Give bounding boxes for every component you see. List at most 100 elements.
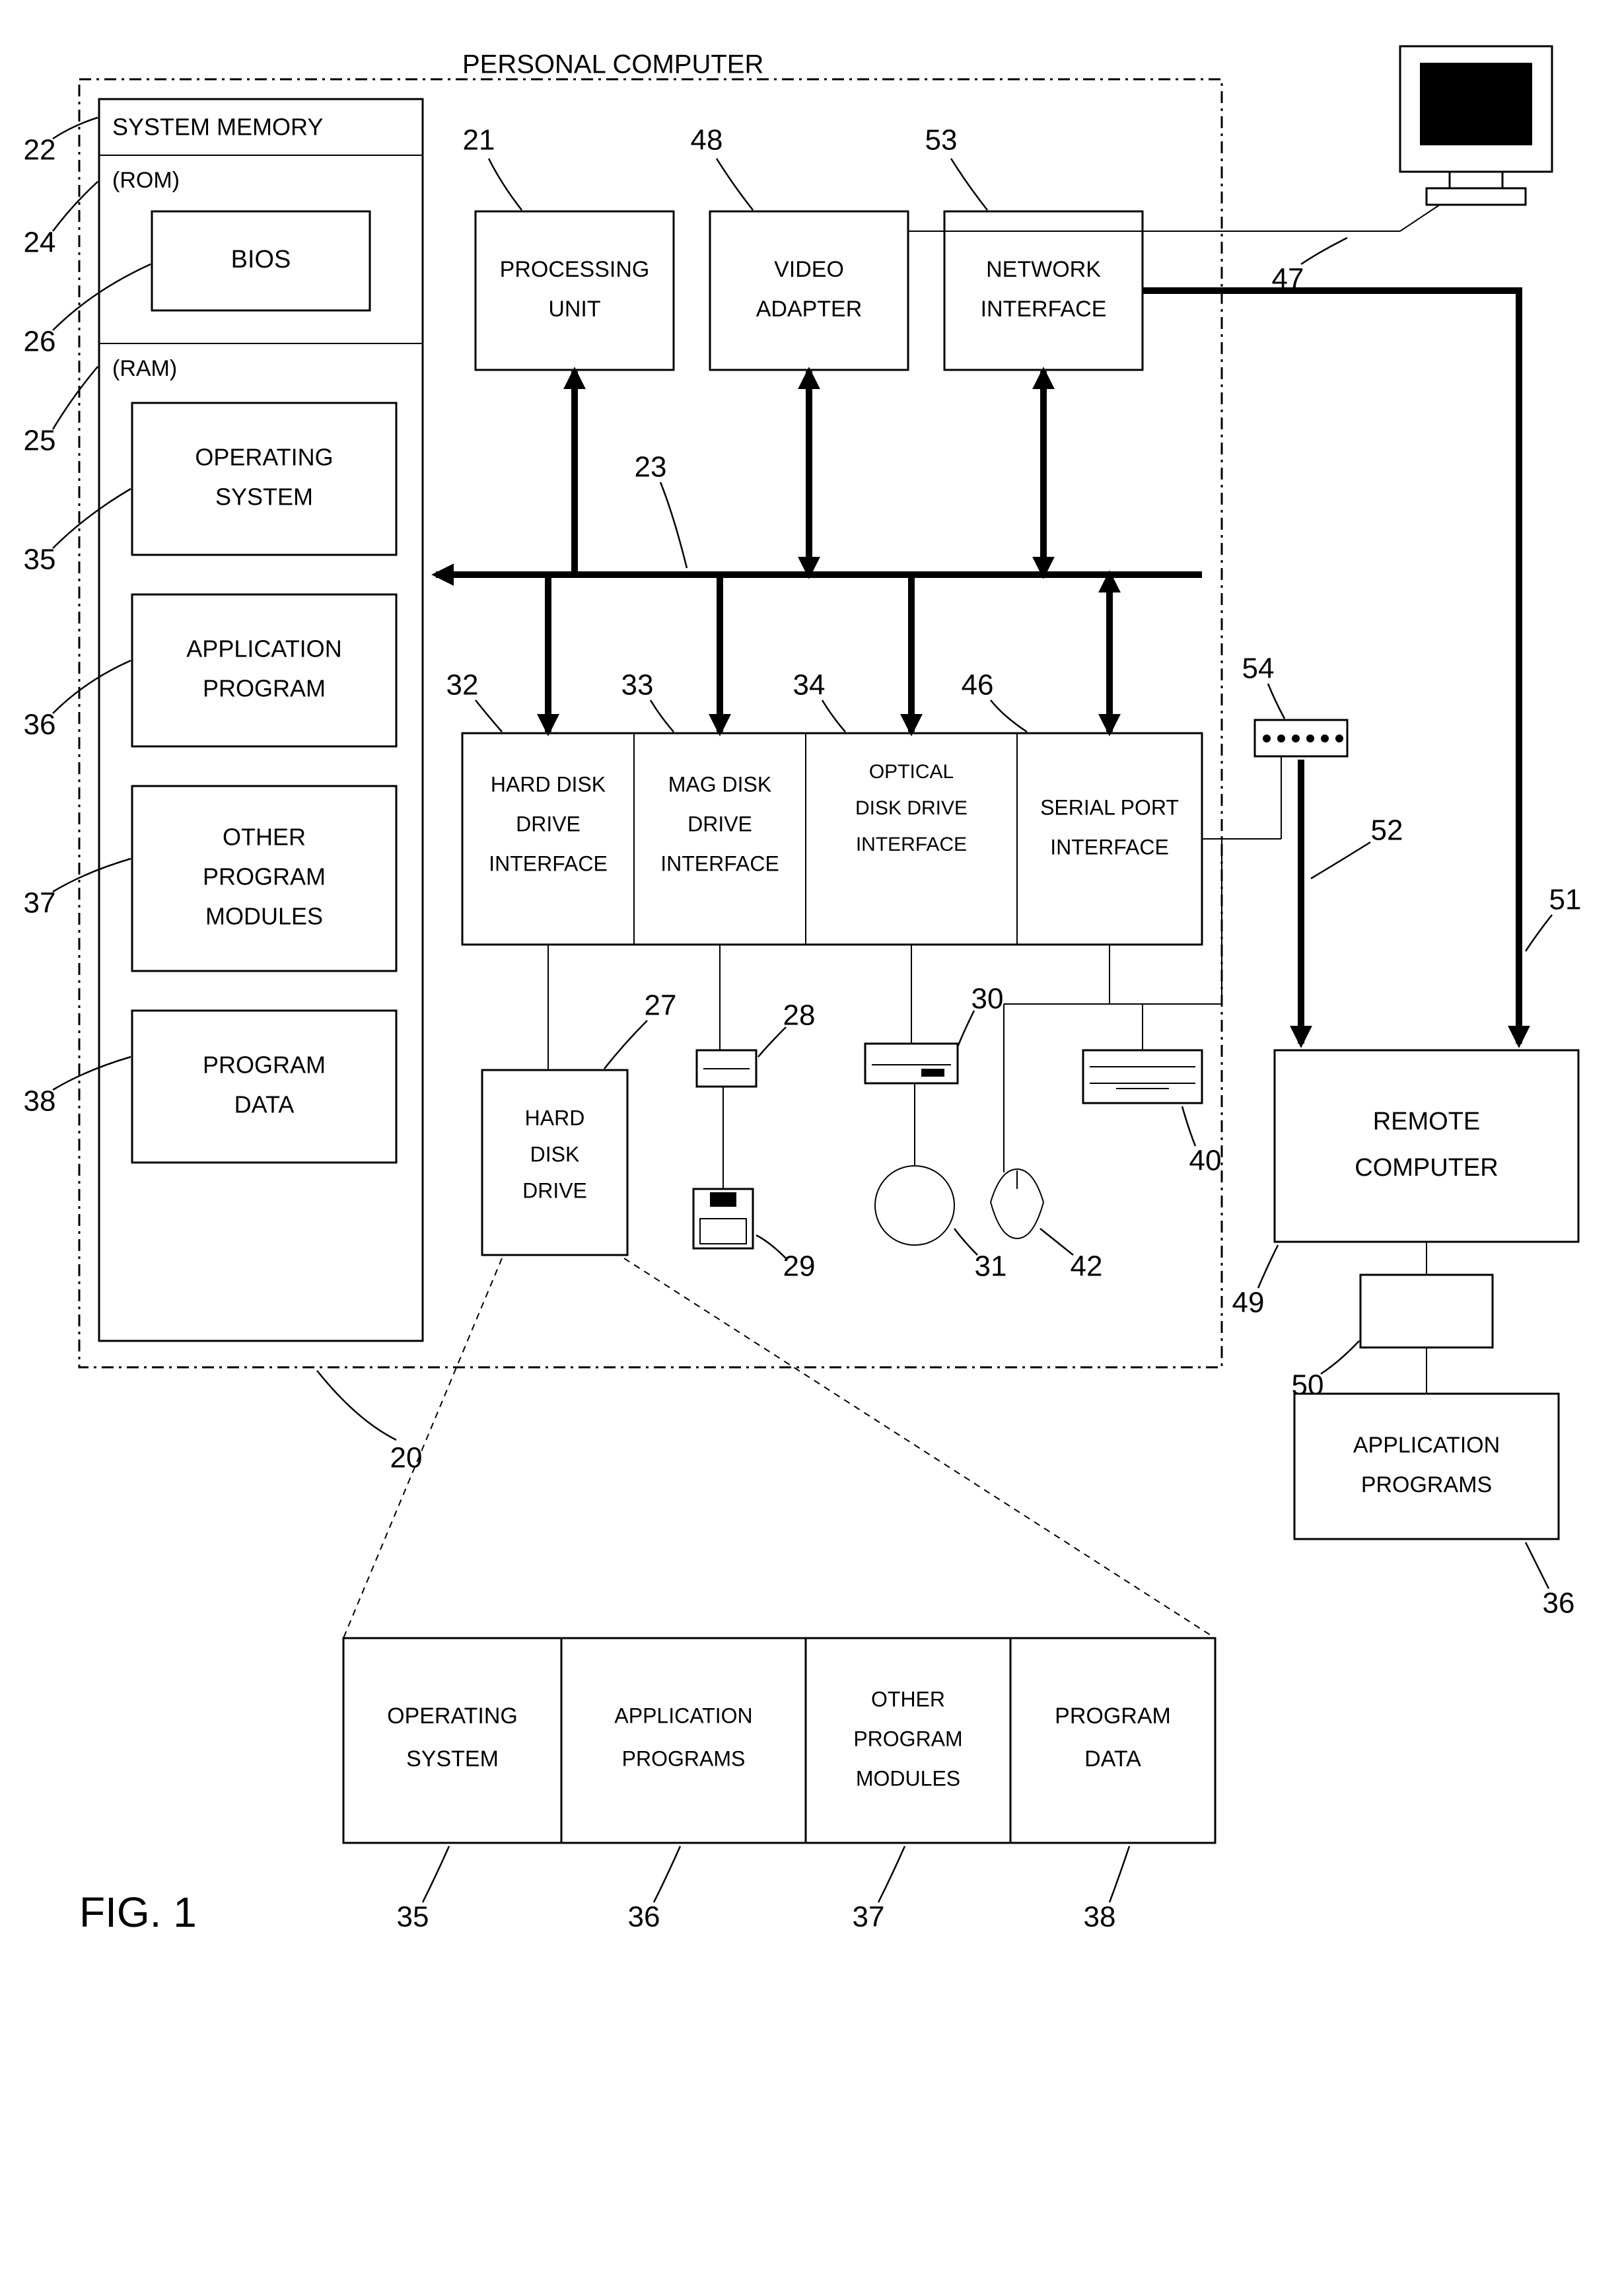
svg-text:HARD DISK: HARD DISK — [491, 772, 606, 796]
ref-35b: 35 — [397, 1901, 429, 1933]
video-box — [710, 211, 908, 370]
svg-text:HARD: HARD — [525, 1106, 585, 1130]
mem-os-l2: SYSTEM — [215, 484, 313, 511]
ref-25: 25 — [24, 425, 56, 457]
ref-53: 53 — [925, 124, 958, 157]
svg-text:APPLICATION: APPLICATION — [614, 1704, 752, 1727]
ref-27: 27 — [645, 989, 677, 1022]
svg-text:SYSTEM: SYSTEM — [406, 1746, 499, 1772]
svg-text:PROGRAM: PROGRAM — [203, 1052, 326, 1079]
ref-24: 24 — [24, 227, 56, 259]
ref-38a: 38 — [24, 1085, 56, 1118]
svg-text:COMPUTER: COMPUTER — [1355, 1154, 1498, 1182]
sysmem-label: SYSTEM MEMORY — [112, 114, 323, 141]
svg-text:DRIVE: DRIVE — [522, 1178, 587, 1202]
mouse-icon — [991, 1169, 1043, 1238]
svg-text:INTERFACE: INTERFACE — [1050, 835, 1169, 859]
cpu-box — [476, 211, 674, 370]
ref-37a: 37 — [24, 887, 56, 919]
ref-23: 23 — [635, 451, 667, 484]
svg-text:SERIAL PORT: SERIAL PORT — [1040, 795, 1179, 819]
ref-54: 54 — [1242, 653, 1275, 685]
svg-text:PROGRAM: PROGRAM — [1055, 1704, 1171, 1729]
ref-36b: 36 — [628, 1901, 660, 1933]
svg-text:MODULES: MODULES — [856, 1766, 960, 1790]
svg-text:PROGRAM: PROGRAM — [203, 863, 326, 890]
ref-30: 30 — [971, 983, 1004, 1015]
svg-text:INTERFACE: INTERFACE — [856, 834, 967, 855]
svg-text:REMOTE: REMOTE — [1373, 1108, 1481, 1135]
ref-20: 20 — [390, 1442, 423, 1474]
mag-drive-icon — [697, 1050, 756, 1087]
mem-data-box — [132, 1011, 396, 1163]
svg-text:INTERFACE: INTERFACE — [489, 851, 608, 875]
ref-48: 48 — [691, 124, 723, 157]
svg-text:OPTICAL: OPTICAL — [869, 761, 954, 783]
ref-36a: 36 — [24, 709, 56, 741]
system-memory: SYSTEM MEMORY (ROM) BIOS (RAM) OPERATING… — [99, 99, 423, 1341]
ref-36c: 36 — [1543, 1587, 1575, 1620]
optical-drive-icon — [865, 1044, 958, 1083]
svg-text:DATA: DATA — [1084, 1746, 1141, 1772]
ref-51: 51 — [1549, 884, 1582, 916]
svg-text:MAG DISK: MAG DISK — [668, 772, 771, 796]
interfaces: HARD DISK DRIVE INTERFACE MAG DISK DRIVE… — [462, 733, 1202, 945]
ref-31: 31 — [975, 1250, 1007, 1283]
svg-text:DRIVE: DRIVE — [688, 812, 752, 836]
svg-text:DATA: DATA — [234, 1091, 295, 1118]
figure-label: FIG. 1 — [79, 1888, 197, 1936]
svg-text:NETWORK: NETWORK — [986, 257, 1101, 282]
ref-29: 29 — [783, 1250, 816, 1283]
ref-32: 32 — [446, 669, 479, 701]
ref-40: 40 — [1189, 1145, 1222, 1177]
ref-22: 22 — [24, 134, 56, 166]
mem-apps-box — [132, 594, 396, 746]
mem-os-l1: OPERATING — [195, 444, 333, 471]
svg-text:VIDEO: VIDEO — [774, 257, 844, 282]
storage-breakout: OPERATING SYSTEM APPLICATION PROGRAMS OT… — [343, 1638, 1215, 1843]
bios-label: BIOS — [231, 246, 291, 273]
ref-46: 46 — [962, 669, 994, 701]
svg-text:DISK: DISK — [530, 1142, 580, 1166]
ref-26: 26 — [24, 326, 56, 358]
svg-text:PROGRAM: PROGRAM — [203, 675, 326, 702]
rom-label: (ROM) — [112, 168, 180, 193]
pc-title: PERSONAL COMPUTER — [462, 50, 763, 79]
monitor-icon — [1400, 46, 1552, 205]
ram-label: (RAM) — [112, 356, 177, 381]
remote-storage-box — [1360, 1275, 1493, 1347]
svg-text:APPLICATION: APPLICATION — [1353, 1433, 1500, 1458]
ref-42: 42 — [1071, 1250, 1103, 1283]
keyboard-icon — [1083, 1050, 1202, 1103]
svg-text:PROGRAMS: PROGRAMS — [1361, 1472, 1492, 1497]
svg-text:OTHER: OTHER — [223, 824, 306, 851]
svg-text:INTERFACE: INTERFACE — [981, 297, 1107, 322]
ref-38b: 38 — [1084, 1901, 1116, 1933]
modem-icon — [1255, 720, 1347, 756]
ref-28: 28 — [783, 999, 816, 1032]
ref-33: 33 — [621, 669, 654, 701]
ref-34: 34 — [793, 669, 826, 701]
svg-text:PROGRAMS: PROGRAMS — [622, 1746, 746, 1770]
ref-52: 52 — [1371, 814, 1403, 847]
svg-text:UNIT: UNIT — [548, 297, 600, 322]
svg-text:OTHER: OTHER — [871, 1687, 945, 1711]
mem-os-box — [132, 403, 396, 555]
remote-apps-box — [1294, 1394, 1559, 1539]
lead-20 — [317, 1371, 396, 1440]
disc-icon — [875, 1166, 954, 1245]
ref-35a: 35 — [24, 544, 56, 576]
diagram-root: PERSONAL COMPUTER 20 SYSTEM MEMORY (ROM)… — [0, 0, 1622, 2296]
svg-text:INTERFACE: INTERFACE — [660, 851, 779, 875]
ref-21: 21 — [463, 124, 495, 157]
net-box — [944, 211, 1143, 370]
svg-text:PROCESSING: PROCESSING — [500, 257, 650, 282]
svg-text:DRIVE: DRIVE — [516, 812, 581, 836]
ref-37b: 37 — [853, 1901, 885, 1933]
svg-text:OPERATING: OPERATING — [387, 1704, 518, 1729]
svg-text:PROGRAM: PROGRAM — [853, 1727, 962, 1750]
ref-49: 49 — [1232, 1287, 1265, 1319]
remote-box — [1275, 1050, 1578, 1242]
floppy-icon — [693, 1189, 753, 1248]
svg-text:APPLICATION: APPLICATION — [186, 635, 341, 663]
